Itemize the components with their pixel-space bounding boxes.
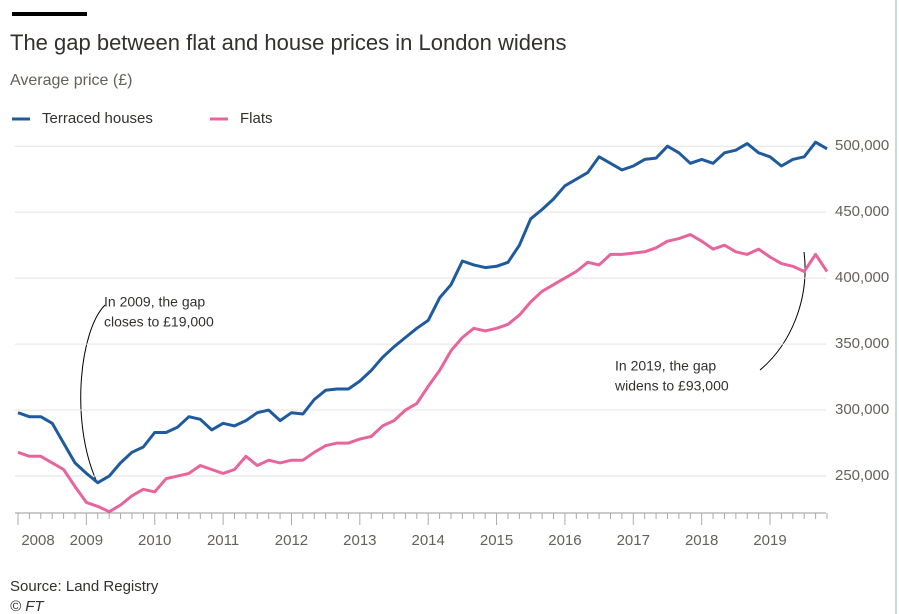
x-tick-label: 2009 bbox=[70, 532, 103, 549]
x-tick-label: 2015 bbox=[480, 532, 513, 549]
x-tick-label: 2014 bbox=[412, 532, 445, 549]
y-tick-label: 350,000 bbox=[835, 335, 889, 352]
y-tick-label: 500,000 bbox=[835, 137, 889, 154]
legend-label: Flats bbox=[240, 110, 273, 127]
x-tick-label: 2019 bbox=[753, 532, 786, 549]
x-tick-label: 2008 bbox=[21, 532, 54, 549]
line-series bbox=[17, 140, 828, 485]
annotation: In 2019, the gap bbox=[615, 358, 716, 374]
x-tick-label: 2013 bbox=[343, 532, 376, 549]
brand-bar bbox=[12, 12, 87, 16]
y-tick-label: 250,000 bbox=[835, 467, 889, 484]
annotation: closes to £19,000 bbox=[104, 314, 214, 330]
x-tick-label: 2018 bbox=[685, 532, 718, 549]
x-tick-label: 2017 bbox=[617, 532, 650, 549]
source: Source: Land Registry bbox=[10, 578, 159, 595]
credit: © FT bbox=[10, 598, 45, 614]
legend-label: Terraced houses bbox=[42, 110, 153, 127]
annotation: In 2009, the gap bbox=[104, 294, 205, 310]
x-tick-label: 2012 bbox=[275, 532, 308, 549]
chart-title: The gap between flat and house prices in… bbox=[10, 30, 567, 55]
y-tick-label: 450,000 bbox=[835, 203, 889, 220]
leader-line bbox=[80, 304, 106, 481]
x-tick-label: 2011 bbox=[207, 532, 239, 549]
y-tick-label: 400,000 bbox=[835, 269, 889, 286]
chart-subtitle: Average price (£) bbox=[10, 72, 132, 89]
annotation: widens to £93,000 bbox=[614, 378, 729, 394]
x-tick-label: 2016 bbox=[548, 532, 581, 549]
line-series bbox=[17, 233, 829, 514]
x-tick-label: 2010 bbox=[138, 532, 171, 549]
y-tick-label: 300,000 bbox=[835, 401, 889, 418]
